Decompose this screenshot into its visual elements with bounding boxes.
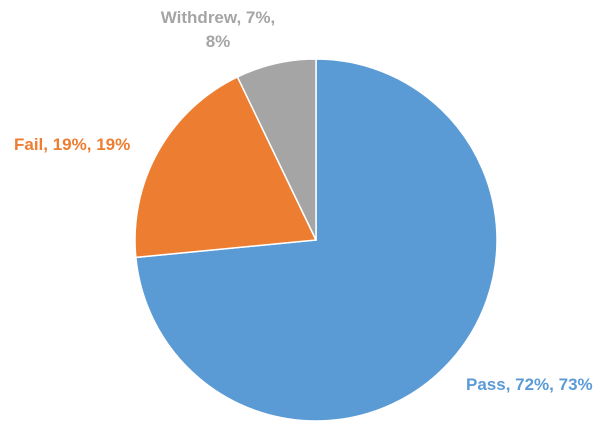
pie-slice-fail	[134, 75, 318, 259]
data-label-withdrew: Withdrew, 7%, 8%	[161, 8, 275, 51]
pie-slices	[134, 58, 498, 422]
data-label-pass: Pass, 72%, 73%	[466, 375, 593, 394]
data-label-fail: Fail, 19%, 19%	[14, 135, 130, 154]
pie-slice-withdrew	[236, 58, 317, 241]
pie-labels: Pass, 72%, 73% Fail, 19%, 19% Withdrew, 7%…	[14, 8, 593, 394]
